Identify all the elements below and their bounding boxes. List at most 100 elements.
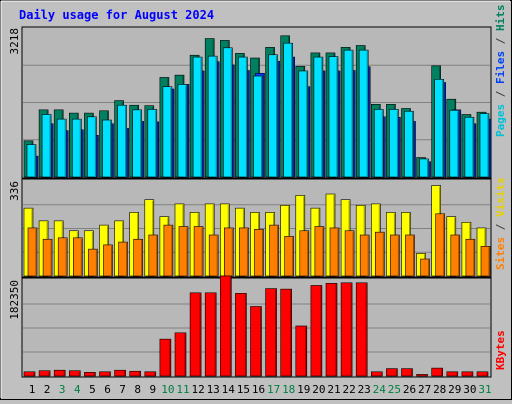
chart-title: Daily usage for August 2024 xyxy=(19,8,214,22)
x-label-day-21: 21 xyxy=(327,383,340,396)
bar-pages-day-28 xyxy=(434,79,445,178)
bar-kbytes-day-26 xyxy=(401,368,413,377)
x-label-day-17: 17 xyxy=(267,383,280,396)
x-label-day-24: 24 xyxy=(373,383,387,396)
bar-kbytes-day-23 xyxy=(355,282,368,377)
x-label-day-16: 16 xyxy=(252,383,265,396)
legend-pages-files-hits: Pages / Files / Hits xyxy=(494,5,507,138)
x-label-day-30: 30 xyxy=(463,383,476,396)
bar-sites-day-7 xyxy=(118,241,128,277)
x-label-day-7: 7 xyxy=(119,383,126,396)
bar-pages-day-6 xyxy=(102,119,112,178)
bar-pages-day-15 xyxy=(238,56,248,178)
bar-pages-day-17 xyxy=(268,54,278,178)
bar-sites-day-26 xyxy=(405,234,415,277)
bar-kbytes-day-6 xyxy=(99,371,111,377)
x-label-day-1: 1 xyxy=(29,383,36,396)
bar-kbytes-day-25 xyxy=(386,368,398,377)
bar-pages-day-5 xyxy=(87,116,97,178)
bar-kbytes-day-19 xyxy=(295,325,308,377)
ymax-label-visits: 336 xyxy=(8,181,21,201)
bar-sites-day-31 xyxy=(480,246,491,277)
x-axis-day-labels: 1 2 3 4 5 6 7 8 9 10 11 12 13 14 15 16 17 18 19 20 21 22 23 24 2… xyxy=(29,383,492,396)
bar-kbytes-day-24 xyxy=(370,371,383,377)
bar-kbytes-day-10 xyxy=(159,338,172,377)
legend-part: Sites xyxy=(494,237,507,270)
bar-sites-day-5 xyxy=(88,248,98,277)
x-label-day-31: 31 xyxy=(478,383,491,396)
bar-kbytes-day-4 xyxy=(69,370,81,377)
bar-sites-day-1 xyxy=(27,227,38,277)
bar-pages-day-13 xyxy=(207,55,218,178)
bar-sites-day-19 xyxy=(299,230,310,277)
bar-kbytes-day-14 xyxy=(220,275,232,377)
bar-kbytes-day-8 xyxy=(129,370,141,377)
bar-kbytes-day-30 xyxy=(461,371,474,377)
x-label-day-26: 26 xyxy=(403,383,416,396)
bar-sites-day-15 xyxy=(239,227,249,277)
bars-layer xyxy=(23,35,492,377)
x-label-day-11: 11 xyxy=(176,383,189,396)
bar-pages-day-10 xyxy=(162,86,173,178)
bar-sites-day-28 xyxy=(435,213,446,277)
x-label-day-18: 18 xyxy=(282,383,295,396)
bar-kbytes-day-29 xyxy=(446,371,459,377)
legend-part: / xyxy=(494,84,507,104)
x-label-day-25: 25 xyxy=(388,383,401,396)
legend-part: / xyxy=(494,31,507,51)
bar-kbytes-day-28 xyxy=(431,367,444,377)
bar-sites-day-27 xyxy=(420,258,430,277)
bar-kbytes-day-21 xyxy=(325,283,338,377)
bar-sites-day-18 xyxy=(284,236,295,277)
bar-pages-day-27 xyxy=(419,158,429,178)
x-label-day-5: 5 xyxy=(89,383,96,396)
bar-pages-day-1 xyxy=(26,144,37,178)
bar-kbytes-day-20 xyxy=(310,285,323,377)
x-label-day-3: 3 xyxy=(59,383,66,396)
bar-pages-day-21 xyxy=(328,56,339,178)
bar-sites-day-23 xyxy=(359,234,370,277)
bar-pages-day-30 xyxy=(464,116,475,178)
bar-sites-day-13 xyxy=(208,234,219,277)
legend-part: KBytes xyxy=(494,330,507,370)
legend-part: Visits xyxy=(494,177,507,217)
bar-sites-day-29 xyxy=(450,234,461,277)
x-label-day-20: 20 xyxy=(312,383,325,396)
bar-kbytes-day-2 xyxy=(38,370,51,377)
x-label-day-14: 14 xyxy=(222,383,236,396)
bar-pages-day-25 xyxy=(389,109,399,178)
bar-sites-day-9 xyxy=(148,234,159,277)
bar-sites-day-25 xyxy=(390,234,400,277)
bar-pages-day-22 xyxy=(343,49,354,178)
bar-sites-day-10 xyxy=(163,224,174,277)
bar-pages-day-8 xyxy=(132,109,142,178)
legend-sites-visits: Sites / Visits xyxy=(494,177,507,270)
x-label-day-27: 27 xyxy=(418,383,431,396)
bar-kbytes-day-31 xyxy=(476,371,489,377)
bar-sites-day-3 xyxy=(57,237,68,277)
bar-sites-day-17 xyxy=(269,224,279,277)
bar-sites-day-12 xyxy=(193,226,204,277)
bar-sites-day-14 xyxy=(224,227,234,277)
ymax-label-kbytes: 182350 xyxy=(8,280,21,320)
bar-kbytes-day-15 xyxy=(235,293,247,377)
bar-pages-day-12 xyxy=(192,56,203,178)
x-label-day-13: 13 xyxy=(207,383,220,396)
bar-sites-day-8 xyxy=(133,238,143,277)
bar-pages-day-26 xyxy=(404,110,414,178)
bar-sites-day-21 xyxy=(329,227,340,277)
x-label-day-2: 2 xyxy=(44,383,51,396)
bar-kbytes-day-7 xyxy=(114,369,126,377)
bar-pages-day-14 xyxy=(223,47,233,178)
bar-sites-day-24 xyxy=(374,231,385,277)
x-label-day-19: 19 xyxy=(297,383,310,396)
legend-part: Files xyxy=(494,51,507,84)
bar-kbytes-day-18 xyxy=(280,288,293,377)
bar-pages-day-4 xyxy=(72,118,82,178)
bar-pages-day-7 xyxy=(117,104,127,178)
bar-pages-day-3 xyxy=(56,118,67,178)
bar-kbytes-day-27 xyxy=(416,374,428,377)
bar-pages-day-23 xyxy=(358,49,369,178)
bar-pages-day-24 xyxy=(373,109,384,178)
